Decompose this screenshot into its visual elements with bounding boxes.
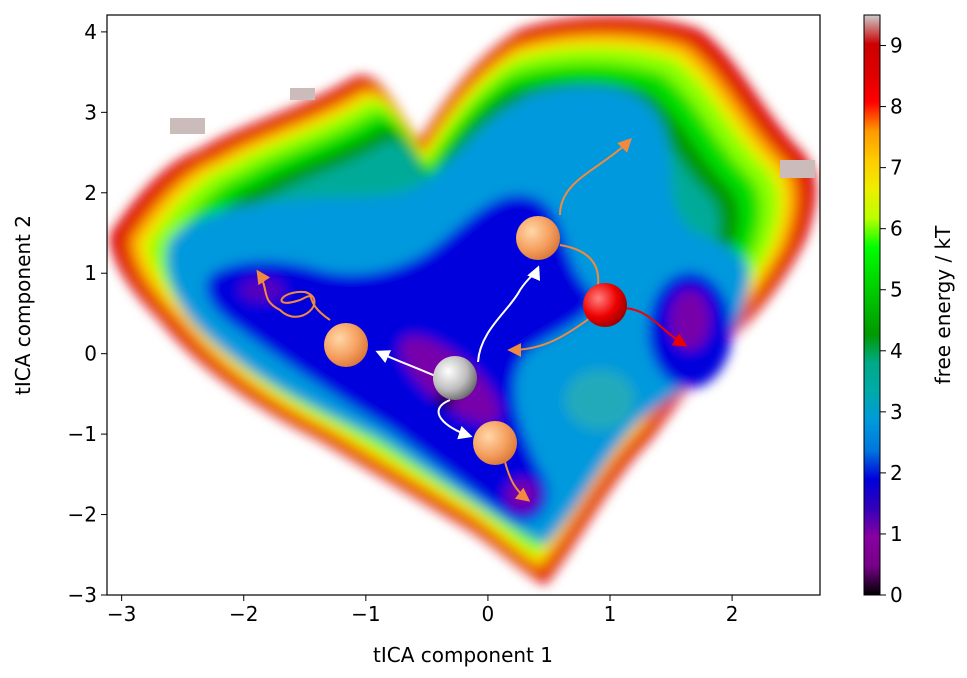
- y-tick-label: 1: [84, 261, 97, 285]
- colorbar-tick-label: 1: [890, 522, 903, 546]
- y-tick-label: 0: [84, 342, 97, 366]
- y-axis-label: tICA component 2: [11, 215, 35, 395]
- colorbar-tick-label: 5: [890, 278, 903, 302]
- y-tick-label: 2: [84, 181, 97, 205]
- sparse-patch: [170, 118, 205, 134]
- pathway-annotations: [256, 138, 688, 502]
- x-tick-label: 2: [726, 602, 739, 626]
- sparse-patch: [780, 160, 815, 178]
- colorbar-tick-label: 6: [890, 217, 903, 241]
- energy-landscape: [110, 16, 816, 585]
- x-tick-label: −2: [229, 602, 258, 626]
- colorbar-tick-label: 8: [890, 95, 903, 119]
- colorbar-tick-label: 4: [890, 339, 903, 363]
- x-tick-label: 1: [604, 602, 617, 626]
- colorbar-tick-label: 7: [890, 156, 903, 180]
- colorbar: [863, 14, 881, 596]
- x-tick-label: 0: [482, 602, 495, 626]
- y-tick-label: −3: [68, 583, 97, 607]
- colorbar-label: free energy / kT: [931, 225, 955, 385]
- colorbar-tick-label: 2: [890, 461, 903, 485]
- colorbar-tick-label: 3: [890, 400, 903, 424]
- x-tick-label: −1: [351, 602, 380, 626]
- sparse-patch: [290, 88, 315, 100]
- state-spheres: [324, 216, 627, 465]
- plot-frame: [106, 14, 821, 596]
- x-tick-label: −3: [107, 602, 136, 626]
- y-tick-label: 3: [84, 100, 97, 124]
- y-tick-label: −2: [68, 503, 97, 527]
- x-axis-label: tICA component 1: [373, 643, 553, 667]
- y-tick-label: −1: [68, 422, 97, 446]
- colorbar-tick-label: 0: [890, 583, 903, 607]
- colorbar-tick-label: 9: [890, 34, 903, 58]
- y-tick-label: 4: [84, 20, 97, 44]
